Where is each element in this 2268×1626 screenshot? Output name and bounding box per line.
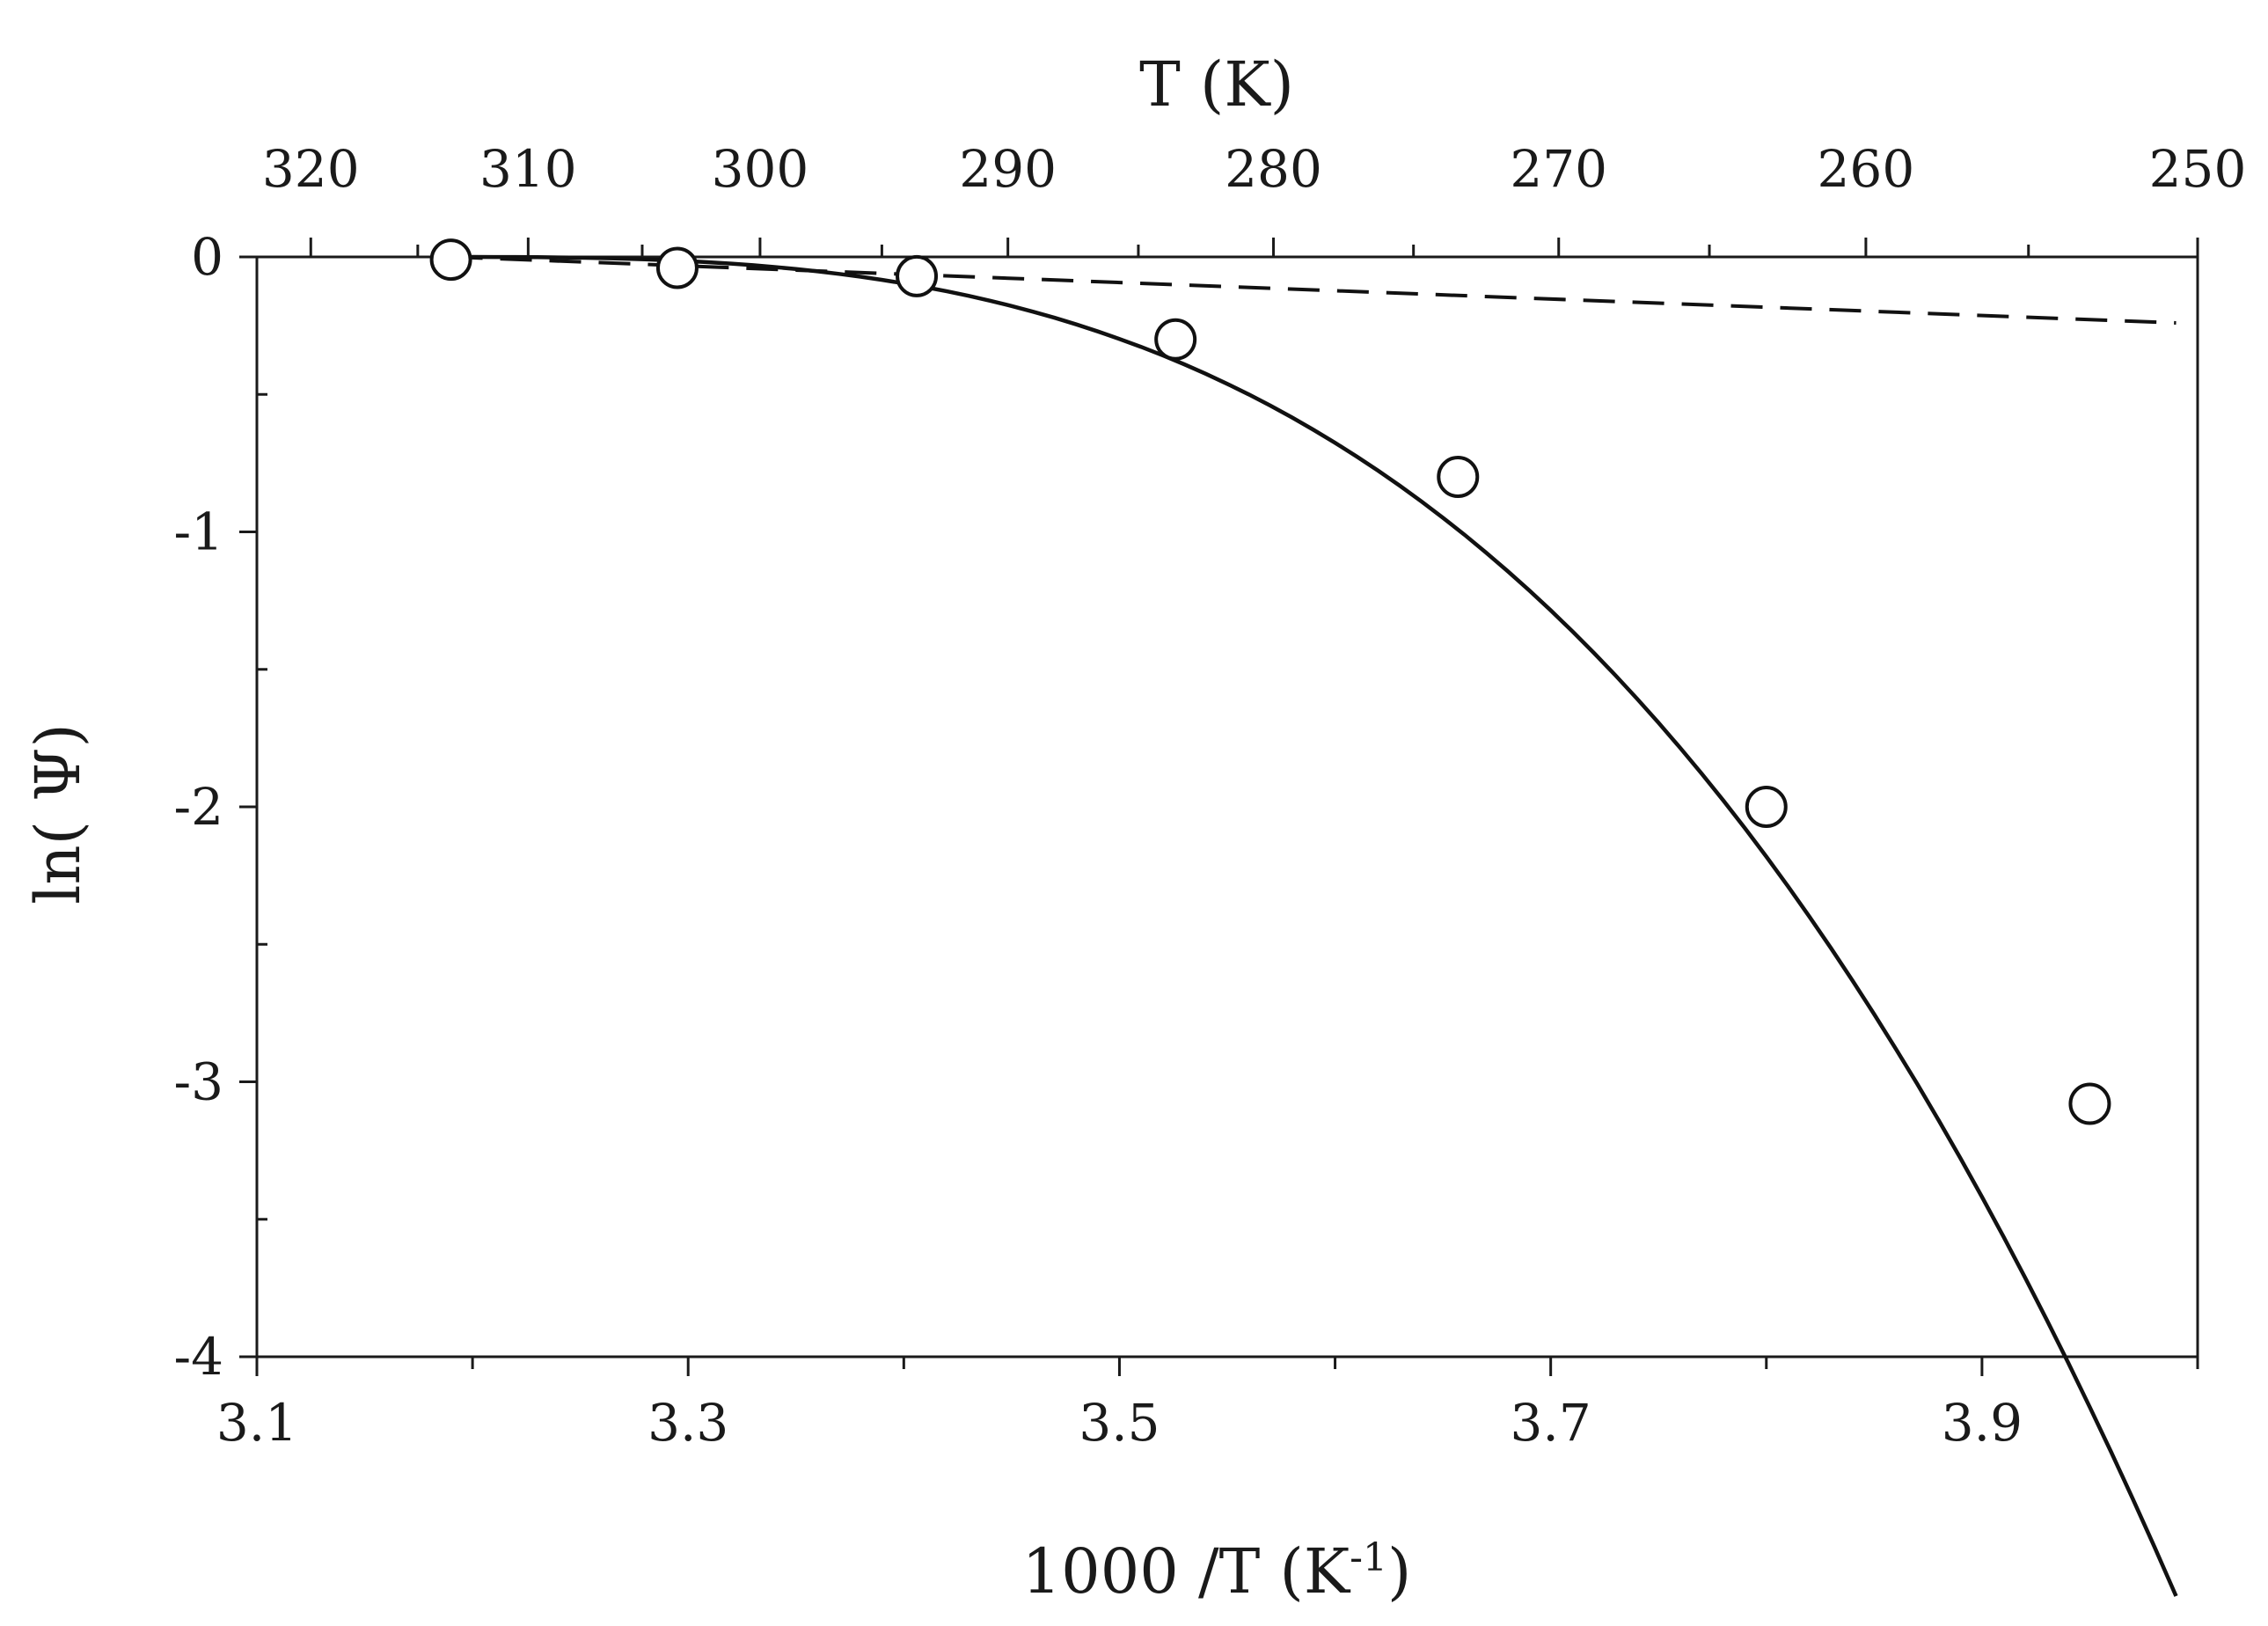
fit-curve-solid <box>450 254 2178 1597</box>
x-axis-title-suffix: ) <box>1387 1535 1411 1608</box>
top-tick-label: 290 <box>959 139 1057 199</box>
y-axis-title: ln( Ψ) <box>22 723 94 905</box>
y-tick-label: -1 <box>174 502 224 562</box>
x-tick-label: 3.3 <box>647 1393 728 1453</box>
top-tick-label: 320 <box>262 139 360 199</box>
y-tick-label: -2 <box>174 777 224 837</box>
top-tick-label: 270 <box>1510 139 1607 199</box>
data-point <box>655 246 699 289</box>
top-tick-label: 310 <box>479 139 577 199</box>
x-tick-label: 3.7 <box>1511 1393 1591 1453</box>
data-point <box>1745 786 1788 828</box>
data-point <box>2068 1082 2111 1125</box>
data-series <box>429 238 2178 1597</box>
data-point <box>1154 318 1197 361</box>
plot-frame <box>255 255 2199 1359</box>
axis-ticks <box>239 238 2199 1376</box>
top-tick-label: 250 <box>2149 139 2247 199</box>
y-tick-label: -3 <box>174 1052 224 1112</box>
data-point <box>1437 456 1480 498</box>
x-tick-label: 3.9 <box>1942 1393 2023 1453</box>
top-tick-label: 300 <box>712 139 809 199</box>
x-tick-label: 3.5 <box>1079 1393 1160 1453</box>
data-point <box>896 254 939 297</box>
x-axis-title-superscript: -1 <box>1350 1535 1387 1580</box>
data-point <box>429 238 472 282</box>
x-tick-label: 3.1 <box>216 1393 297 1453</box>
plot-border <box>255 255 2199 1359</box>
x-axis-title: 1000 /T (K-1) <box>1022 1535 1412 1608</box>
top-axis-title: T (K) <box>1139 48 1294 121</box>
top-tick-label: 260 <box>1818 139 1915 199</box>
fit-line-dashed <box>450 255 2177 325</box>
y-tick-label: -4 <box>174 1327 224 1387</box>
x-axis-title-main: 1000 /T (K <box>1022 1535 1351 1608</box>
y-tick-label: 0 <box>191 227 223 287</box>
tick-labels: 3.1 3.3 3.5 3.7 3.9 0 -1 -2 -3 -4 320 310 300 290 280 2… <box>174 139 2247 1453</box>
top-tick-label: 280 <box>1225 139 1322 199</box>
